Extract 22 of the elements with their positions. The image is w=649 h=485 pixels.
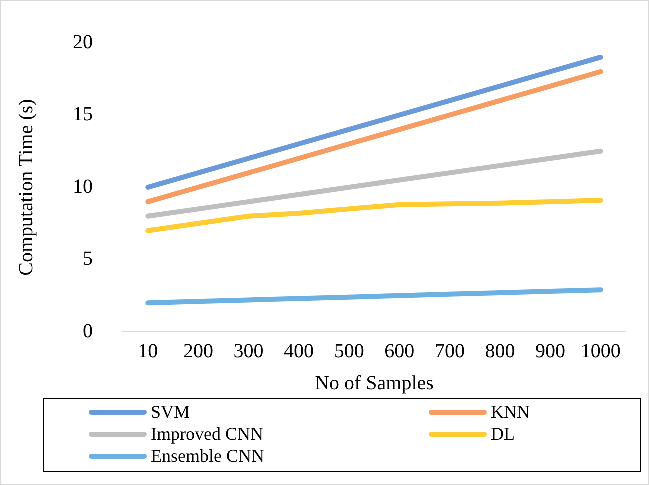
x-tick-label: 800: [485, 340, 516, 362]
legend-label: Ensemble CNN: [151, 446, 264, 466]
legend-label: Improved CNN: [151, 424, 264, 444]
y-tick-label: 0: [83, 320, 93, 342]
legend-label: DL: [491, 424, 515, 444]
x-axis-title: No of Samples: [315, 372, 434, 394]
y-tick-label: 5: [83, 248, 93, 270]
x-tick-label: 600: [384, 340, 415, 362]
legend-label: KNN: [491, 402, 530, 422]
x-tick-label: 300: [234, 340, 264, 362]
x-tick-label: 1000: [580, 340, 621, 362]
legend-label: SVM: [151, 402, 190, 422]
y-axis-title: Computation Time (s): [15, 99, 38, 276]
y-tick-label: 10: [73, 176, 93, 198]
y-tick-label: 20: [73, 31, 93, 54]
y-tick-label: 15: [73, 104, 93, 126]
x-tick-label: 700: [434, 340, 465, 362]
x-tick-label: 10: [138, 340, 158, 362]
x-tick-label: 900: [536, 340, 566, 362]
x-tick-label: 200: [183, 340, 214, 362]
x-tick-label: 500: [334, 340, 364, 362]
x-tick-label: 400: [284, 340, 314, 362]
